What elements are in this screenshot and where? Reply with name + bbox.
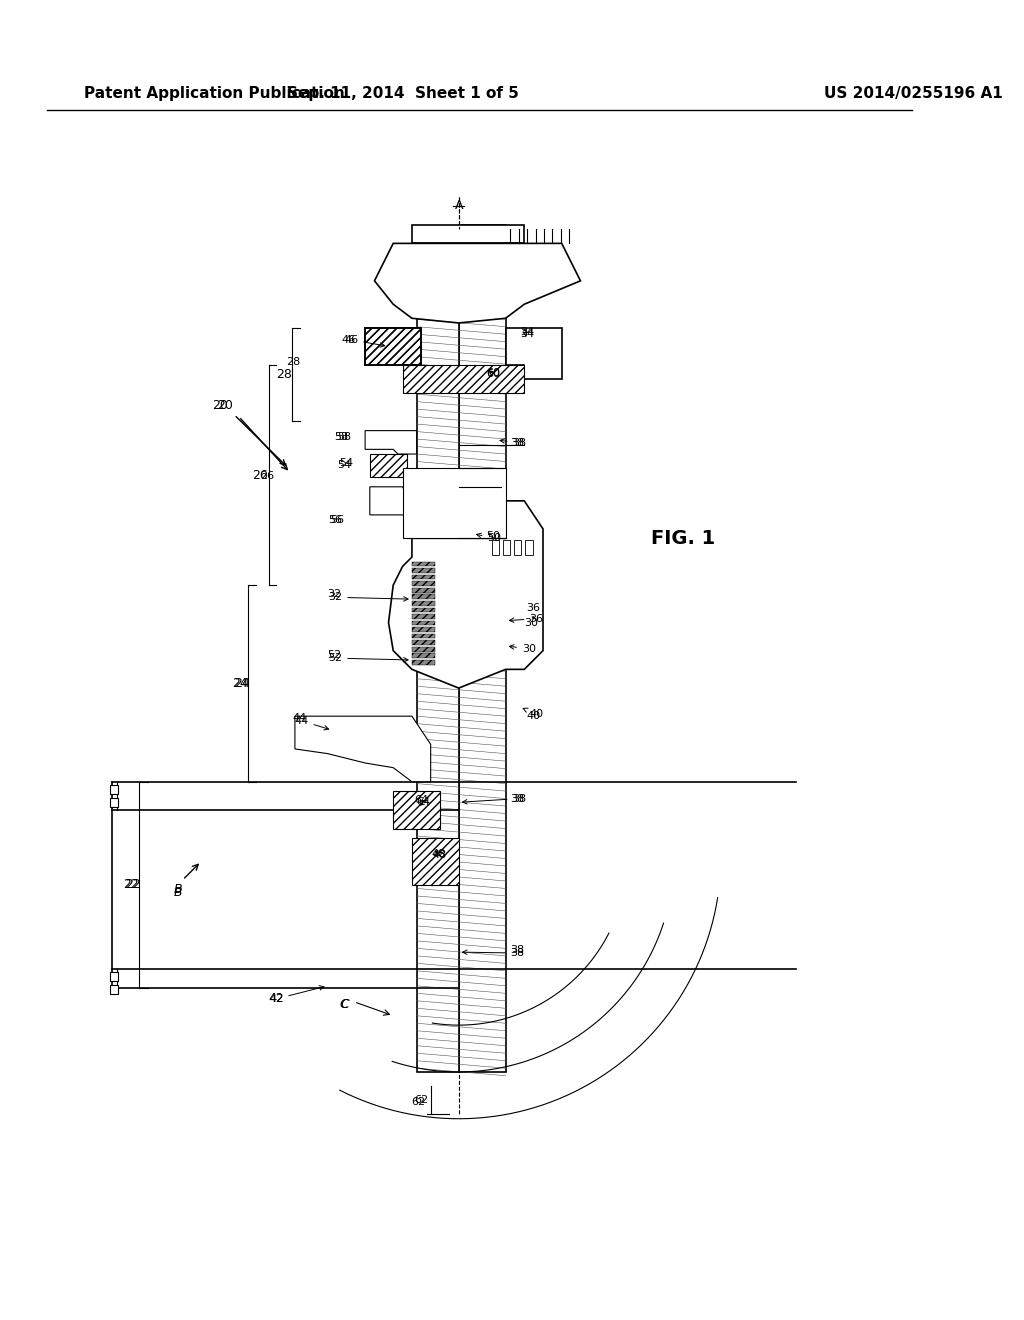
Polygon shape [412,568,435,573]
Text: B: B [174,886,182,899]
Text: 38: 38 [511,793,524,804]
Text: 46: 46 [341,335,355,345]
Polygon shape [393,791,440,829]
Text: 20: 20 [212,399,228,412]
Text: A: A [455,199,463,213]
Polygon shape [492,540,499,556]
Polygon shape [417,230,459,1072]
Text: 56: 56 [330,515,344,524]
Text: 48: 48 [431,849,445,859]
Text: 46: 46 [344,335,385,347]
Polygon shape [412,640,435,645]
Polygon shape [412,601,435,606]
Polygon shape [366,327,421,366]
Polygon shape [412,647,435,652]
Text: 38: 38 [463,793,526,804]
Bar [111,985,118,994]
Text: US 2014/0255196 A1: US 2014/0255196 A1 [824,86,1002,102]
Polygon shape [412,653,435,659]
Text: Patent Application Publication: Patent Application Publication [84,86,345,102]
Bar [111,784,118,793]
Text: 38: 38 [511,945,524,956]
Text: 60: 60 [486,370,501,379]
Text: 64: 64 [416,797,430,808]
Polygon shape [402,469,506,539]
Text: 26: 26 [260,470,273,480]
Text: 22: 22 [125,878,141,891]
Text: °: ° [530,616,535,626]
Text: 38: 38 [463,948,524,958]
Text: 56: 56 [328,515,342,524]
Polygon shape [370,454,408,478]
Text: FIG. 1: FIG. 1 [651,529,716,548]
Polygon shape [412,587,435,593]
Text: 62: 62 [412,1097,426,1107]
Text: 58: 58 [335,432,349,442]
Polygon shape [412,838,459,884]
Text: 42: 42 [268,993,284,1006]
Polygon shape [412,594,435,599]
Text: C: C [340,998,349,1011]
Polygon shape [366,430,417,454]
Text: 52: 52 [328,651,341,660]
Text: 60: 60 [486,367,501,378]
Text: C: C [339,998,348,1011]
Text: 36: 36 [509,614,544,624]
Text: 32: 32 [328,590,341,599]
Text: 30: 30 [524,618,538,627]
Polygon shape [370,487,408,515]
Text: 24: 24 [233,677,250,690]
Polygon shape [388,500,543,688]
Text: 24: 24 [231,677,248,690]
Text: 44: 44 [294,715,329,730]
Text: 44: 44 [293,713,307,723]
Text: 30: 30 [509,644,536,653]
Bar [111,972,118,981]
Polygon shape [412,660,435,665]
Text: 32: 32 [328,593,409,602]
Text: 48: 48 [433,850,447,859]
Polygon shape [412,634,435,639]
Text: 52: 52 [328,653,409,663]
Polygon shape [412,627,435,632]
Text: 40: 40 [526,711,541,721]
Text: 42: 42 [269,986,324,1005]
Text: B: B [174,883,182,896]
Text: 54: 54 [339,458,353,469]
Text: 62: 62 [415,1096,428,1105]
Polygon shape [459,224,506,1072]
Polygon shape [402,366,524,393]
Text: 40: 40 [523,708,544,719]
Polygon shape [412,581,435,586]
Polygon shape [514,540,521,556]
Text: 34: 34 [520,327,535,338]
Text: 22: 22 [123,878,139,891]
Text: 34: 34 [520,329,535,339]
Polygon shape [412,614,435,619]
Polygon shape [412,620,435,626]
Text: 28: 28 [286,358,300,367]
Text: Sep. 11, 2014  Sheet 1 of 5: Sep. 11, 2014 Sheet 1 of 5 [287,86,518,102]
Polygon shape [412,574,435,579]
Polygon shape [412,224,524,243]
Text: 50: 50 [476,533,502,544]
Bar [111,797,118,807]
Text: 64: 64 [415,796,428,805]
Polygon shape [412,562,435,566]
Polygon shape [412,607,435,612]
Text: 20: 20 [217,399,286,465]
Polygon shape [295,717,431,781]
Polygon shape [503,540,510,556]
Text: 26: 26 [252,469,268,482]
Text: 54: 54 [338,461,351,470]
Text: 38: 38 [500,438,526,447]
Polygon shape [506,327,562,379]
Text: 36: 36 [525,602,540,612]
Polygon shape [525,540,532,556]
Text: 58: 58 [338,432,351,442]
Text: 38: 38 [510,438,524,447]
Polygon shape [375,243,581,323]
Text: 50: 50 [486,532,501,541]
Text: 28: 28 [275,368,292,381]
